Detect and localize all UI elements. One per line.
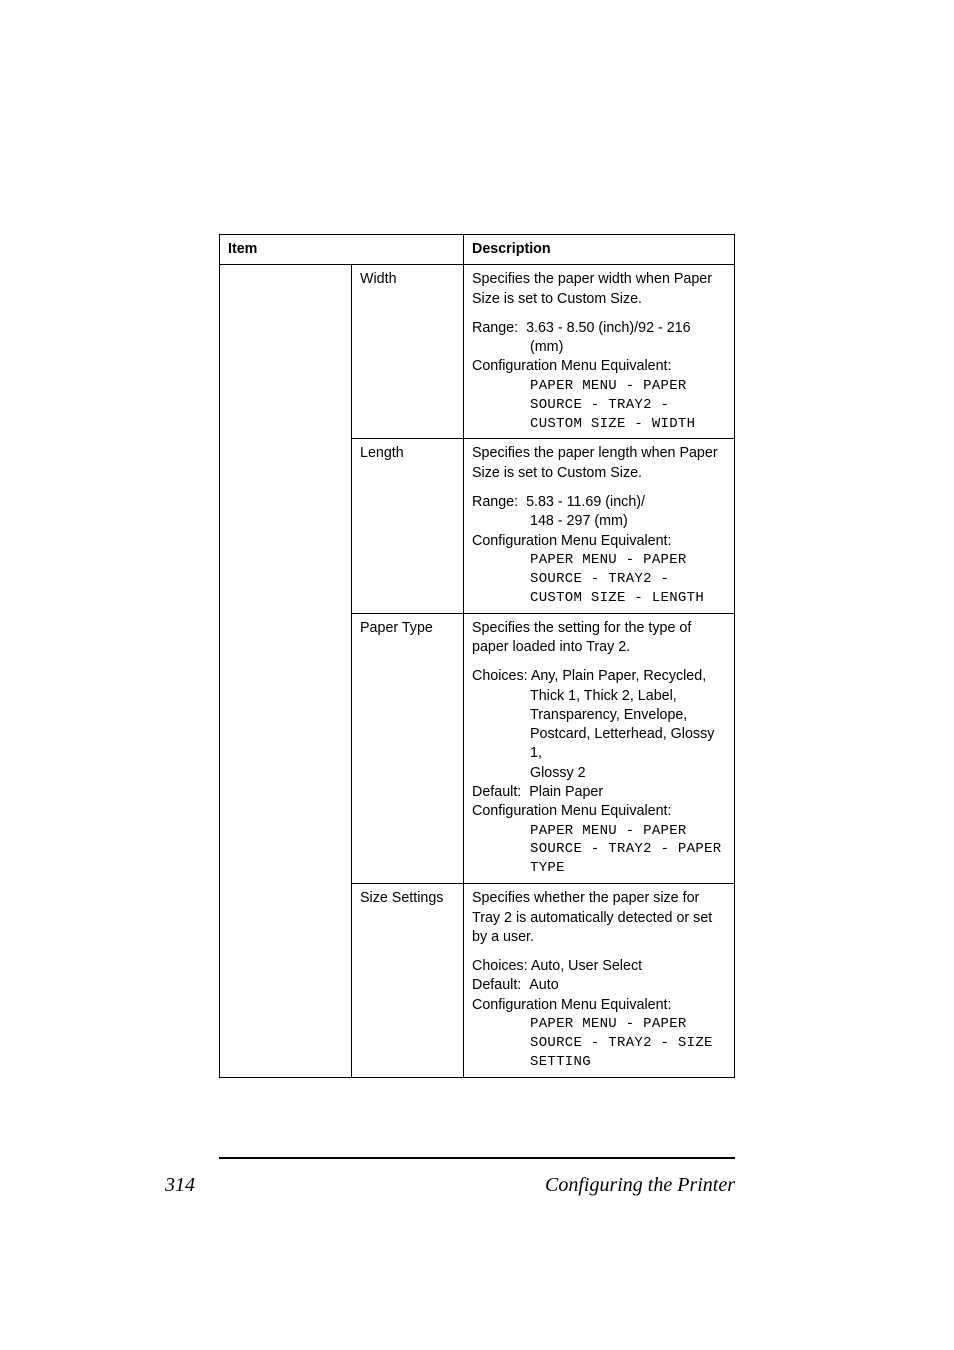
config-label: Configuration Menu Equivalent: [472, 532, 726, 551]
choices-line: Choices: Auto, User Select [472, 957, 726, 976]
section-title: Configuring the Printer [545, 1174, 735, 1197]
default-line: Default: Auto [472, 976, 726, 995]
choices-line: Choices: Any, Plain Paper, Recycled, [472, 667, 726, 686]
header-item: Item [220, 235, 464, 265]
mono-line: TYPE [472, 859, 726, 878]
choices-line: Transparency, Envelope, [472, 706, 726, 725]
item-label: Size Settings [352, 884, 464, 1077]
range-line: Range: 5.83 - 11.69 (inch)/ [472, 493, 726, 512]
item-label: Width [352, 265, 464, 439]
config-label: Configuration Menu Equivalent: [472, 802, 726, 821]
header-description: Description [464, 235, 735, 265]
choices-line: Glossy 2 [472, 764, 726, 783]
footer-divider [219, 1157, 735, 1159]
config-label: Configuration Menu Equivalent: [472, 996, 726, 1015]
mono-line: CUSTOM SIZE - WIDTH [472, 415, 726, 434]
mono-line: SOURCE - TRAY2 - SIZE [472, 1034, 726, 1053]
item-summary: Specifies whether the paper size for Tra… [464, 884, 735, 952]
mono-line: PAPER MENU - PAPER [472, 377, 726, 396]
page-footer: 314 Configuring the Printer [165, 1174, 735, 1197]
item-summary: Specifies the setting for the type of pa… [464, 613, 735, 662]
choices-line: Thick 1, Thick 2, Label, [472, 687, 726, 706]
item-summary: Specifies the paper width when Paper Siz… [464, 265, 735, 314]
range-line-2: 148 - 297 (mm) [472, 512, 726, 531]
mono-line: PAPER MENU - PAPER [472, 1015, 726, 1034]
mono-line: PAPER MENU - PAPER [472, 551, 726, 570]
mono-line: SOURCE - TRAY2 - PAPER [472, 840, 726, 859]
page-number: 314 [165, 1174, 195, 1197]
mono-line: SOURCE - TRAY2 - [472, 396, 726, 415]
mono-line: CUSTOM SIZE - LENGTH [472, 589, 726, 608]
item-label: Paper Type [352, 613, 464, 884]
choices-line: Postcard, Letterhead, Glossy 1, [472, 725, 726, 764]
mono-line: SETTING [472, 1053, 726, 1072]
config-label: Configuration Menu Equivalent: [472, 357, 726, 376]
spec-table: Item Description Width Specifies the pap… [219, 234, 735, 1078]
item-label: Length [352, 439, 464, 613]
default-line: Default: Plain Paper [472, 783, 726, 802]
mono-line: SOURCE - TRAY2 - [472, 570, 726, 589]
range-line: Range: 3.63 - 8.50 (inch)/92 - 216 (mm) [472, 319, 726, 358]
mono-line: PAPER MENU - PAPER [472, 822, 726, 841]
item-summary: Specifies the paper length when Paper Si… [464, 439, 735, 488]
table-row: Width Specifies the paper width when Pap… [220, 265, 735, 314]
